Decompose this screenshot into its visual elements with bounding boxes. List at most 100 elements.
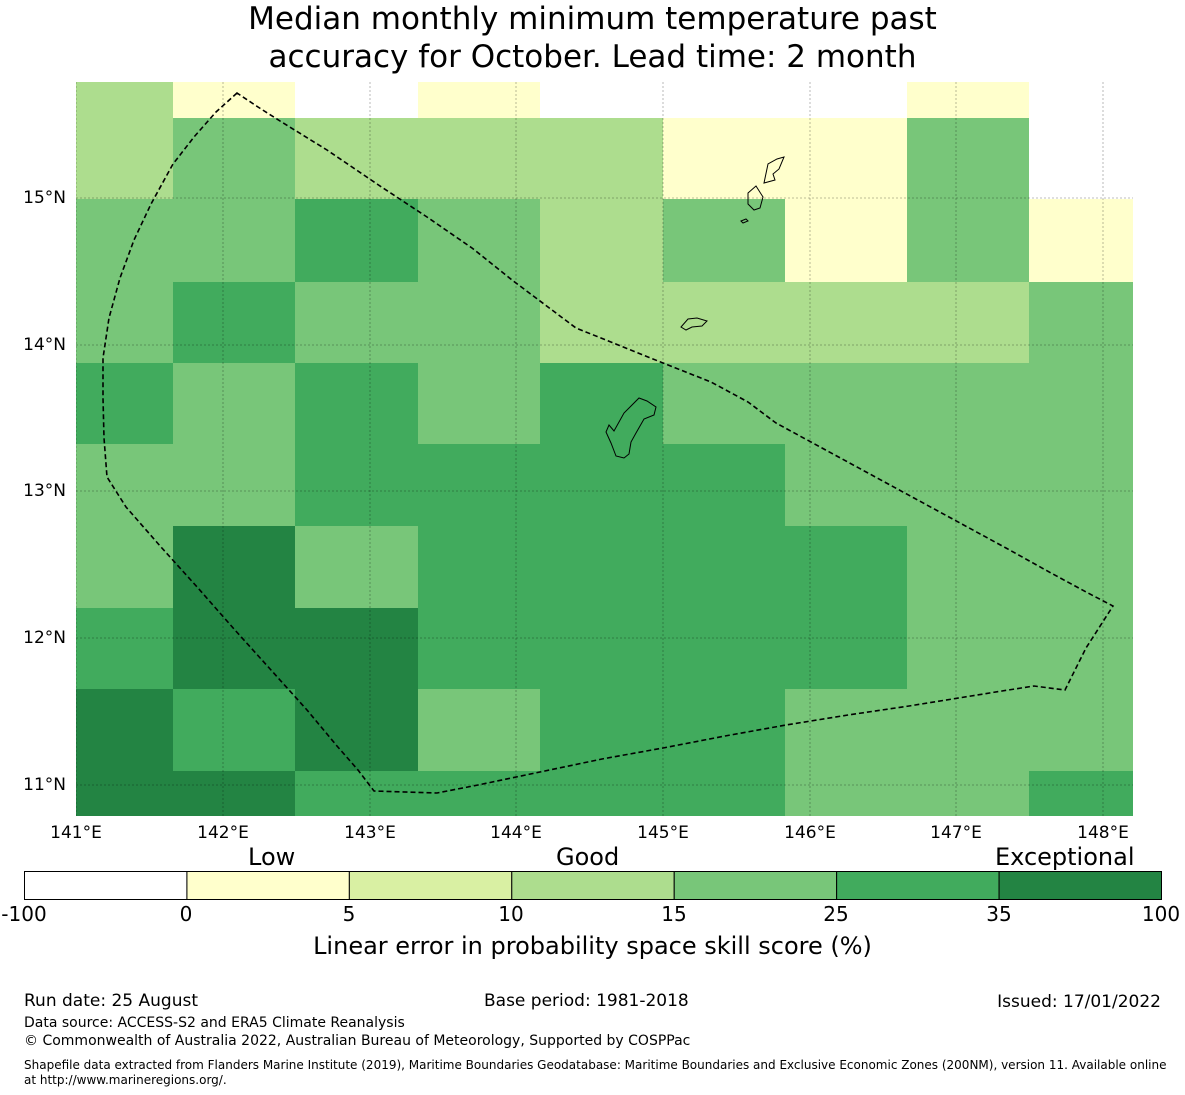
skill-score-map: [76, 82, 1133, 816]
lon-label-143e: 143°E: [344, 823, 396, 843]
grid-cell: [173, 118, 295, 199]
grid-cell: [663, 82, 785, 118]
grid-cell: [173, 444, 295, 526]
grid-cell: [1029, 282, 1133, 363]
grid-cell: [785, 608, 907, 689]
colorbar-swatch: [24, 871, 188, 900]
grid-cell: [295, 82, 418, 118]
grid-cell: [173, 689, 295, 771]
grid-cell: [76, 363, 173, 444]
grid-cell: [785, 199, 907, 282]
grid-cell: [785, 363, 907, 444]
grid-cell: [663, 689, 785, 771]
lon-label-148e: 148°E: [1077, 823, 1129, 843]
grid-cell: [295, 526, 418, 608]
grid-cell: [418, 689, 540, 771]
grid-cell: [540, 689, 663, 771]
eez-boundary: [102, 91, 1115, 794]
grid-cell: [1029, 82, 1133, 118]
grid-cell: [418, 82, 540, 118]
grid-cell: [295, 444, 418, 526]
grid-cell: [418, 118, 540, 199]
grid-cell: [295, 608, 418, 689]
grid-cell: [295, 363, 418, 444]
colorbar-swatch: [348, 871, 513, 900]
colorbar-tick-minus100: -100: [1, 902, 47, 926]
grid-cell: [1029, 771, 1133, 816]
grid-cell: [1029, 689, 1133, 771]
grid-cell: [907, 82, 1029, 118]
grid-cell: [540, 444, 663, 526]
grid-cell: [295, 282, 418, 363]
grid-cell: [785, 82, 907, 118]
grid-cell: [907, 199, 1029, 282]
island-tinian: [747, 185, 764, 211]
lon-label-142e: 142°E: [197, 823, 249, 843]
map-title: Median monthly minimum temperature past …: [0, 0, 1185, 76]
legend-category-exceptional: Exceptional: [995, 843, 1135, 871]
grid-cell: [785, 526, 907, 608]
grid-cell: [540, 363, 663, 444]
grid-cell: [173, 199, 295, 282]
colorbar: [24, 871, 1162, 900]
grid-cell: [76, 608, 173, 689]
grid-cell: [418, 526, 540, 608]
grid-cell: [76, 82, 173, 118]
title-line-2: accuracy for October. Lead time: 2 month: [268, 39, 917, 75]
grid-cell: [540, 608, 663, 689]
grid-cell: [663, 118, 785, 199]
island-aguijan: [740, 218, 749, 224]
grid-cell: [785, 118, 907, 199]
issued-date: Issued: 17/01/2022: [997, 992, 1161, 1012]
graticule: [76, 82, 1133, 816]
grid-cell: [907, 444, 1029, 526]
grid-cell: [663, 771, 785, 816]
island-saipan: [763, 156, 785, 184]
grid-cell: [540, 526, 663, 608]
title-line-1: Median monthly minimum temperature past: [248, 1, 937, 37]
lon-label-145e: 145°E: [637, 823, 689, 843]
lat-label-15n: 15°N: [23, 188, 66, 208]
grid-cell: [907, 282, 1029, 363]
grid-cell: [540, 82, 663, 118]
colorbar-swatch: [998, 871, 1162, 900]
grid-cell: [173, 771, 295, 816]
grid-cell: [76, 444, 173, 526]
lat-label-13n: 13°N: [23, 481, 66, 501]
grid-cell: [540, 771, 663, 816]
legend-category-good: Good: [556, 843, 620, 871]
grid-cell: [907, 118, 1029, 199]
grid-cells: [76, 82, 1133, 816]
grid-cell: [785, 282, 907, 363]
grid-cell: [418, 608, 540, 689]
grid-cell: [1029, 526, 1133, 608]
colorbar-tick-35: 35: [986, 902, 1012, 926]
grid-cell: [1029, 199, 1133, 282]
grid-cell: [907, 771, 1029, 816]
grid-cell: [418, 444, 540, 526]
island-rota: [680, 317, 708, 331]
grid-cell: [1029, 444, 1133, 526]
grid-cell: [418, 199, 540, 282]
grid-cell: [76, 118, 173, 199]
grid-cell: [663, 199, 785, 282]
grid-cell: [418, 363, 540, 444]
grid-cell: [76, 689, 173, 771]
base-period: Base period: 1981-2018: [484, 991, 689, 1011]
grid-cell: [1029, 118, 1133, 199]
grid-cell: [76, 199, 173, 282]
colorbar-swatch: [673, 871, 838, 900]
grid-cell: [295, 199, 418, 282]
grid-cell: [663, 526, 785, 608]
lon-label-146e: 146°E: [784, 823, 836, 843]
colorbar-swatch: [511, 871, 675, 900]
grid-cell: [173, 608, 295, 689]
grid-cell: [540, 199, 663, 282]
grid-cell: [173, 526, 295, 608]
grid-cell: [76, 526, 173, 608]
lat-label-12n: 12°N: [23, 628, 66, 648]
grid-cell: [907, 689, 1029, 771]
grid-cell: [907, 608, 1029, 689]
grid-cell: [1029, 608, 1133, 689]
grid-cell: [173, 82, 295, 118]
